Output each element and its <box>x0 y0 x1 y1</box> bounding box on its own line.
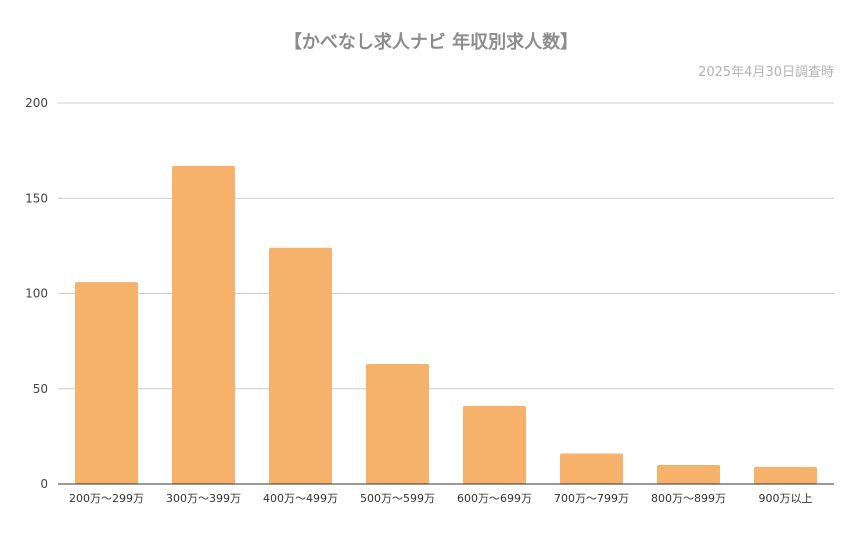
chart-subtitle: 2025年4月30日調査時 <box>698 65 834 80</box>
bar-3 <box>365 363 430 484</box>
bar-1 <box>171 165 236 485</box>
x-tick-label: 200万～299万 <box>69 492 144 505</box>
x-tick-label: 900万以上 <box>759 492 813 505</box>
y-tick-label: 150 <box>25 191 48 205</box>
bar-4 <box>462 405 527 484</box>
bar-0 <box>74 282 139 484</box>
y-axis-ticks: 0 50 100 150 200 <box>25 96 48 491</box>
bar-2 <box>268 247 333 484</box>
y-tick-label: 0 <box>40 477 48 491</box>
x-axis-ticks: 200万～299万 300万～399万 400万～499万 500万～599万 600万… <box>69 492 813 505</box>
chart-title: 【かべなし求人ナビ 年収別求人数】 <box>284 31 578 53</box>
y-tick-label: 200 <box>25 96 48 110</box>
x-tick-label: 600万～699万 <box>457 492 532 505</box>
bar-7 <box>753 466 818 484</box>
bar-5 <box>559 453 624 484</box>
x-tick-label: 700万～799万 <box>554 492 629 505</box>
bars-layer <box>74 165 818 485</box>
bar-6 <box>656 464 721 484</box>
x-tick-label: 800万～899万 <box>651 492 726 505</box>
x-tick-label: 300万～399万 <box>166 492 241 505</box>
x-tick-label: 400万～499万 <box>263 492 338 505</box>
x-tick-label: 500万～599万 <box>360 492 435 505</box>
y-tick-label: 50 <box>33 382 48 396</box>
y-tick-label: 100 <box>25 287 48 301</box>
